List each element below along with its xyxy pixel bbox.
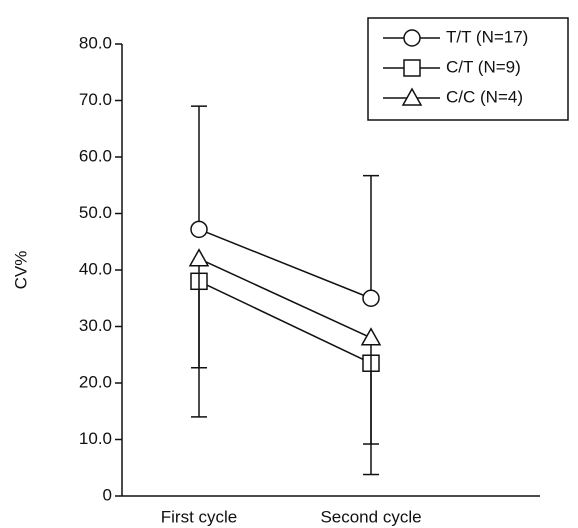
series-line xyxy=(198,280,372,364)
x-tick-label: First cycle xyxy=(161,507,238,526)
y-tick-label: 10.0 xyxy=(79,429,112,448)
y-tick-label: 50.0 xyxy=(79,203,112,222)
legend-label: C/C (N=4) xyxy=(446,87,523,106)
x-tick-label: Second cycle xyxy=(320,507,421,526)
marker xyxy=(188,248,210,267)
y-tick-label: 60.0 xyxy=(79,146,112,165)
legend-box xyxy=(367,17,569,121)
legend-label: T/T (N=17) xyxy=(446,27,528,46)
y-tick-label: 40.0 xyxy=(79,259,112,278)
marker xyxy=(360,327,382,346)
y-axis-label: CV% xyxy=(11,251,30,290)
y-tick-label: 20.0 xyxy=(79,372,112,391)
marker xyxy=(401,87,423,106)
series-line xyxy=(198,228,372,299)
marker xyxy=(403,59,421,77)
marker xyxy=(403,29,421,47)
y-tick-label: 80.0 xyxy=(79,33,112,52)
y-tick-label: 0 xyxy=(103,485,112,504)
y-tick-label: 30.0 xyxy=(79,316,112,335)
legend-label: C/T (N=9) xyxy=(446,57,521,76)
marker xyxy=(190,220,208,239)
y-tick-label: 70.0 xyxy=(79,90,112,109)
series-line xyxy=(198,258,372,339)
marker xyxy=(362,289,380,307)
